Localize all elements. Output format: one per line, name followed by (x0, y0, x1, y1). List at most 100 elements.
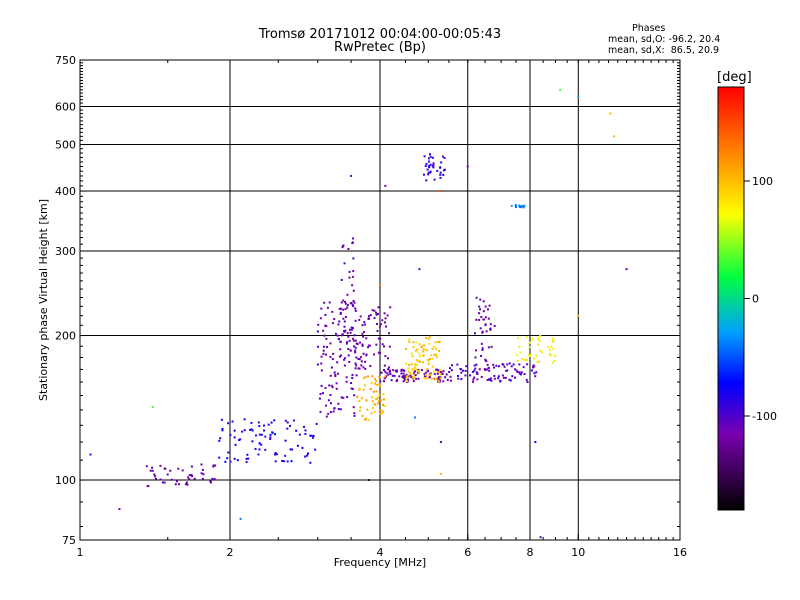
data-point (487, 346, 490, 349)
data-point (499, 379, 502, 382)
data-point (437, 380, 440, 383)
data-point (264, 448, 267, 451)
data-point (190, 473, 193, 476)
data-point (372, 390, 375, 393)
data-point (472, 378, 475, 381)
data-point (431, 365, 434, 368)
data-point (435, 356, 438, 359)
data-point (333, 318, 336, 321)
data-point (408, 340, 411, 343)
data-point (375, 322, 378, 325)
data-point (429, 373, 432, 376)
data-point (409, 374, 412, 377)
data-point (418, 352, 421, 355)
data-point (325, 337, 328, 340)
data-point (433, 178, 436, 181)
data-point (386, 357, 389, 360)
data-point (348, 360, 351, 363)
data-point (309, 461, 312, 464)
data-point (492, 363, 495, 366)
data-point (218, 456, 221, 459)
data-point (332, 352, 335, 355)
data-point (441, 372, 444, 375)
data-point (337, 372, 340, 375)
data-point (442, 370, 445, 373)
data-point (518, 363, 521, 366)
data-point (290, 460, 293, 463)
data-point (364, 376, 367, 379)
data-point (310, 434, 313, 437)
colorbar-tick-label: 0 (752, 293, 759, 306)
data-point (550, 354, 553, 357)
data-point (371, 400, 374, 403)
data-point (202, 473, 205, 476)
data-point (382, 369, 385, 372)
data-point (420, 345, 423, 348)
data-point (480, 376, 483, 379)
data-point (412, 373, 415, 376)
data-point (343, 300, 346, 303)
data-point (426, 358, 429, 361)
data-point (409, 372, 412, 375)
data-point (351, 373, 354, 376)
data-point (448, 367, 451, 370)
data-point (375, 380, 378, 383)
data-point (414, 363, 417, 366)
data-point (427, 171, 430, 174)
data-point (512, 363, 515, 366)
data-point (410, 363, 413, 366)
data-point (451, 364, 454, 367)
data-point (402, 375, 405, 378)
data-point (355, 364, 358, 367)
data-point (348, 270, 351, 273)
data-point (486, 308, 489, 311)
data-point (341, 246, 344, 249)
data-point (339, 307, 342, 310)
data-point (163, 481, 166, 484)
data-point (355, 342, 358, 345)
data-point (336, 334, 339, 337)
data-point (350, 174, 353, 177)
data-point (354, 349, 357, 352)
data-point (552, 338, 555, 341)
data-point (371, 375, 374, 378)
data-point (219, 437, 222, 440)
data-points (89, 88, 628, 539)
data-point (350, 328, 353, 331)
data-point (401, 376, 404, 379)
x-axis-label: Frequency [MHz] (334, 556, 426, 569)
data-point (312, 434, 315, 437)
data-point (488, 304, 491, 307)
data-point (521, 358, 524, 361)
data-point (363, 384, 366, 387)
data-point (284, 419, 287, 422)
data-point (333, 407, 336, 410)
data-point (375, 313, 378, 316)
x-tick-label: 6 (464, 546, 471, 559)
data-point (437, 369, 440, 372)
data-point (478, 318, 481, 321)
data-point (239, 438, 242, 441)
data-point (427, 160, 430, 163)
data-point (433, 370, 436, 373)
data-point (552, 340, 555, 343)
data-point (435, 368, 438, 371)
data-point (254, 447, 257, 450)
data-point (444, 376, 447, 379)
data-point (338, 320, 341, 323)
data-point (258, 425, 261, 428)
data-point (527, 354, 530, 357)
data-point (400, 369, 403, 372)
data-point (427, 337, 430, 340)
data-point (327, 412, 330, 415)
data-point (466, 165, 469, 168)
data-point (537, 336, 540, 339)
data-point (435, 353, 438, 356)
data-point (484, 359, 487, 362)
data-point (414, 370, 417, 373)
data-point (425, 179, 428, 182)
data-point (520, 205, 523, 208)
data-point (306, 454, 309, 457)
data-point (379, 283, 381, 286)
